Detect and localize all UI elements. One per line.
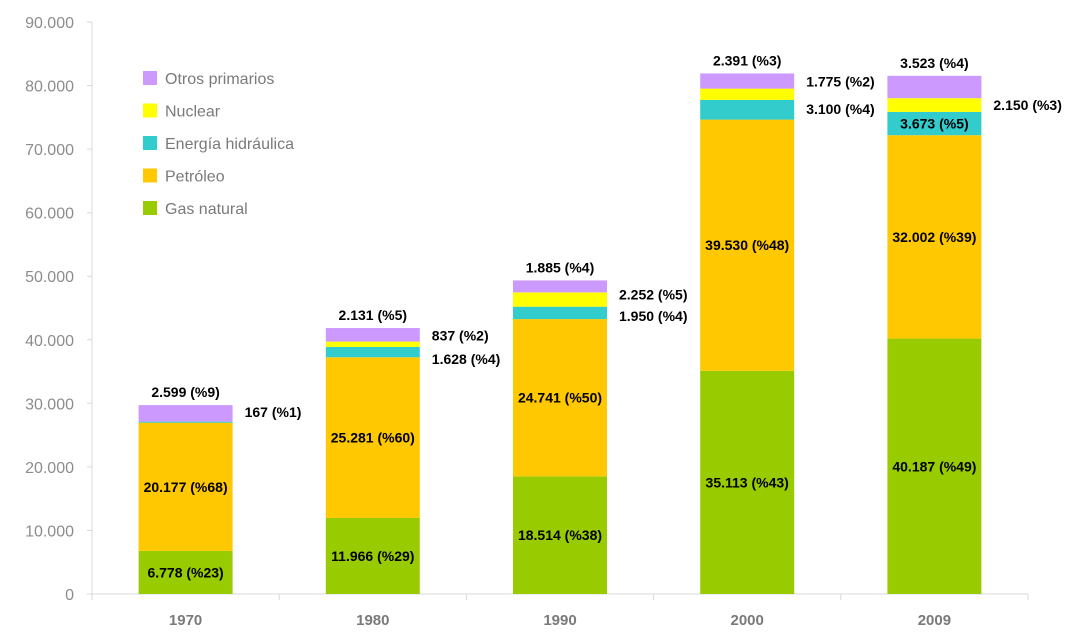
data-label: 40.187 (%49) (892, 458, 976, 474)
bar-segment (887, 75, 982, 99)
y-tick-label: 40.000 (25, 333, 74, 350)
bar-segment (138, 550, 233, 594)
y-tick-label: 90.000 (25, 15, 74, 32)
bar-segment (513, 280, 607, 293)
bar-segment (887, 135, 982, 339)
bar-segment (325, 517, 420, 594)
bar-segment (325, 328, 420, 342)
data-label: 3.100 (%4) (806, 101, 874, 117)
data-label: 1.885 (%4) (526, 259, 594, 275)
data-label: 837 (%2) (432, 327, 489, 343)
data-label: 2.599 (%9) (151, 384, 219, 400)
bar-segment (887, 338, 982, 594)
chart-bars (138, 73, 982, 594)
bar-segment (513, 319, 607, 477)
data-label: 2.391 (%3) (713, 52, 781, 68)
legend-swatch (143, 201, 157, 215)
y-tick-label: 60.000 (25, 206, 74, 223)
data-label: 6.778 (%23) (147, 564, 223, 580)
x-tick-label: 1990 (543, 612, 576, 629)
legend-label: Nuclear (165, 104, 221, 121)
legend-label: Petróleo (165, 169, 225, 186)
x-tick-label: 1970 (169, 612, 202, 629)
data-label: 2.131 (%5) (339, 307, 407, 323)
data-label: 25.281 (%60) (331, 430, 415, 446)
y-tick-label: 0 (65, 587, 74, 604)
legend-swatch (143, 168, 157, 183)
data-label: 32.002 (%39) (892, 229, 976, 245)
data-label: 35.113 (%43) (706, 474, 789, 490)
legend-swatch (143, 71, 157, 85)
data-label: 3.523 (%4) (900, 55, 968, 71)
x-tick-label: 1980 (356, 612, 389, 629)
y-tick-label: 50.000 (25, 269, 74, 286)
bar-segment (887, 98, 982, 112)
bar-segment (700, 119, 795, 371)
data-label: 39.530 (%48) (705, 237, 789, 253)
chart-data-labels: 1970 6.778 (%23) 20.177 (%68) 2.599 (%9) 167… (144, 52, 1062, 629)
data-label: 20.177 (%68) (144, 479, 228, 495)
bar-segment (138, 405, 233, 422)
y-tick-label: 80.000 (25, 79, 74, 96)
data-label: 1.950 (%4) (619, 308, 687, 324)
y-tick-label: 10.000 (25, 523, 74, 540)
bar-segment (513, 292, 607, 307)
x-tick-label: 2000 (731, 612, 764, 629)
y-tick-label: 30.000 (25, 396, 74, 413)
data-label: 167 (%1) (245, 404, 302, 420)
y-tick-label: 70.000 (25, 142, 74, 159)
bar-segment (138, 422, 233, 551)
legend-label: Gas natural (165, 201, 248, 218)
chart-legend: Otros primarios Nuclear Energía hidráulica… (143, 71, 294, 218)
data-label: 11.966 (%29) (331, 548, 414, 564)
legend-label: Otros primarios (165, 71, 274, 88)
x-tick-label: 2009 (918, 612, 951, 629)
data-label: 3.673 (%5) (900, 116, 968, 132)
data-label: 2.252 (%5) (619, 287, 687, 303)
bar-segment (325, 357, 420, 518)
bar-segment (325, 346, 420, 358)
bar-segment (700, 99, 795, 120)
bar-segment (700, 88, 795, 100)
bar-segment (700, 370, 795, 594)
bar-segment (887, 111, 982, 136)
data-label: 1.628 (%4) (432, 351, 500, 367)
legend-swatch (143, 103, 157, 118)
data-label: 18.514 (%38) (518, 527, 602, 543)
legend-label: Energía hidráulica (165, 136, 294, 153)
bar-segment (513, 306, 607, 320)
bar-segment (700, 73, 795, 89)
chart-axes: 0 10.000 20.000 30.000 40.000 50.000 60.000 70.… (25, 15, 1029, 604)
bar-segment (325, 341, 420, 347)
legend-swatch (143, 136, 157, 150)
bar-segment (513, 476, 607, 594)
data-label: 1.775 (%2) (806, 73, 874, 89)
data-label: 24.741 (%50) (518, 390, 602, 406)
data-label: 2.150 (%3) (993, 97, 1061, 113)
y-tick-label: 20.000 (25, 460, 74, 477)
bar-segment (138, 421, 233, 423)
